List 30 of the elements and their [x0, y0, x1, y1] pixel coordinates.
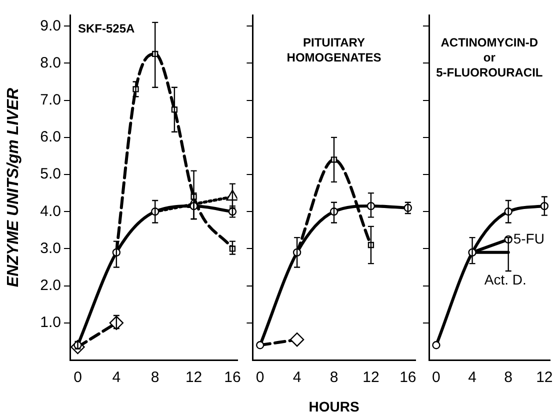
y-tick-label: 2.0 — [40, 276, 61, 294]
x-tick-label: 0 — [74, 369, 82, 386]
y-tick-label: 4.0 — [40, 202, 61, 220]
x-tick-label: 4 — [292, 369, 302, 386]
annotation: PITUITARY HOMOGENATES — [286, 35, 382, 64]
y-tick-label: 6.0 — [40, 128, 61, 146]
x-tick-label: 0 — [256, 369, 264, 386]
annotation: SKF-525A — [78, 21, 136, 36]
x-tick-label: 12 — [536, 369, 553, 386]
y-tick-label: 9.0 — [40, 17, 61, 34]
x-tick-label: 16 — [224, 369, 241, 386]
x-axis-title: HOURS — [308, 398, 360, 414]
series-label: Act. D. — [484, 271, 526, 288]
y-tick-label: 3.0 — [40, 240, 61, 257]
annotation: ACTINOMYCIN-D or 5-FLUOROURACIL — [436, 35, 543, 80]
y-tick-label: 8.0 — [40, 54, 61, 72]
x-tick-label: 4 — [468, 369, 476, 386]
x-tick-label: 12 — [185, 369, 202, 386]
x-tick-label: 8 — [150, 369, 160, 386]
x-tick-label: 16 — [400, 369, 416, 386]
x-tick-label: 12 — [362, 369, 380, 386]
y-tick-label: 7.0 — [40, 91, 61, 108]
y-tick-label: 5.0 — [40, 166, 61, 183]
y-axis-title: ENZYME UNITS/gm LIVER — [5, 87, 22, 288]
x-tick-label: 8 — [330, 369, 338, 386]
x-tick-label: 8 — [504, 369, 513, 386]
series-label: 5-FU — [513, 230, 544, 246]
y-tick-label: 1.0 — [40, 314, 61, 332]
x-tick-label: 0 — [432, 369, 440, 386]
x-tick-label: 4 — [112, 369, 121, 386]
